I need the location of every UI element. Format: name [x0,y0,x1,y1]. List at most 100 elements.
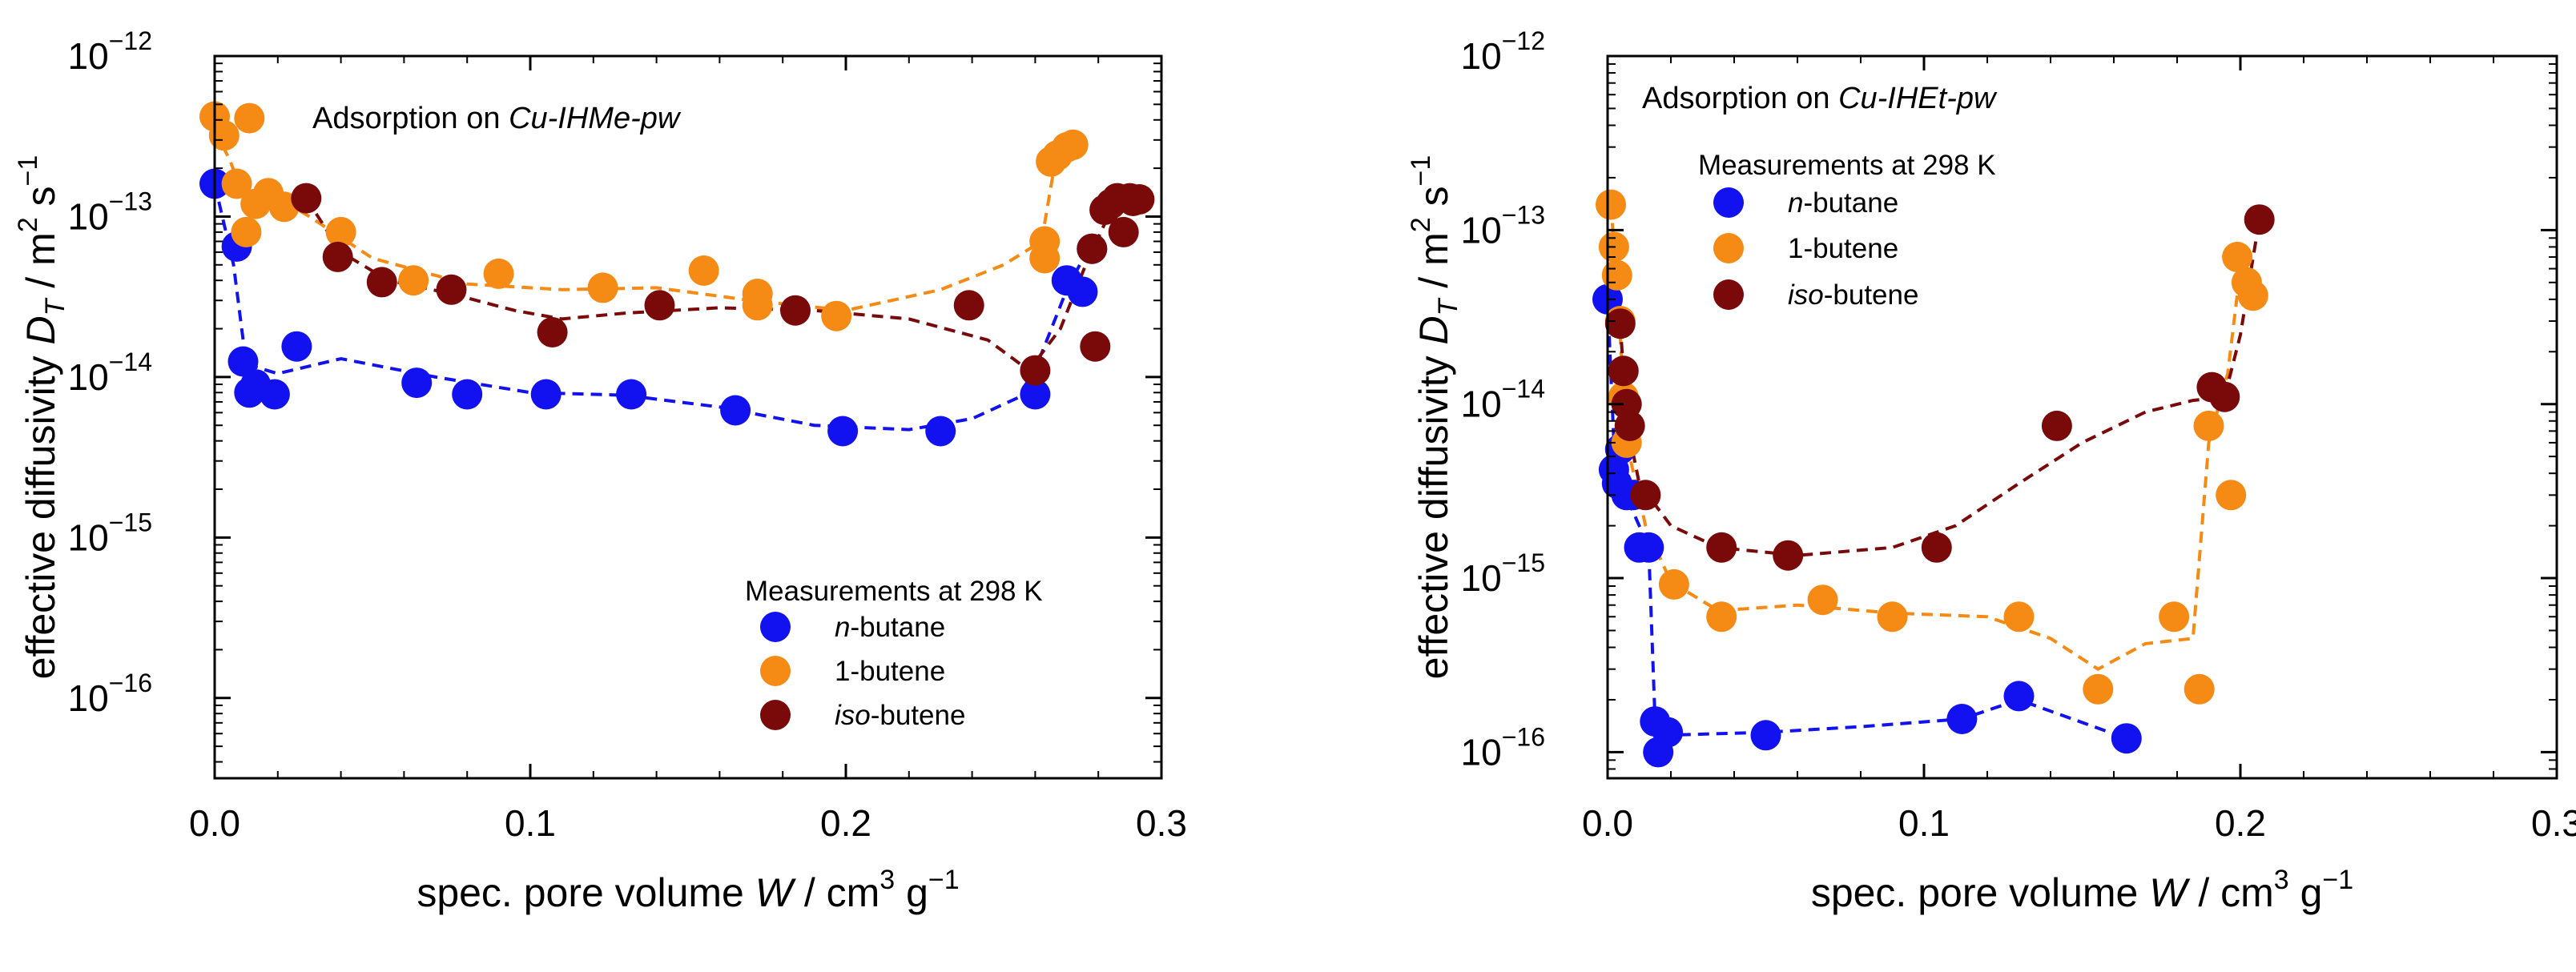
x-label-sup: 3 [2274,865,2289,895]
legend-label-italic: n [835,612,850,643]
y-tick-exponent: −12 [1502,26,1545,55]
y-tick-base: 10 [1461,209,1502,251]
y-label-sub: T [40,297,70,315]
y-label-units: / m [18,232,63,299]
data-point-n_butane [281,331,312,362]
y-label-sup2: −1 [1406,155,1436,187]
data-point-iso_butene [1773,540,1804,571]
legend-marker-1_butene [760,656,791,686]
legend-marker-1_butene [1713,233,1744,263]
x-label-units2: g [2289,870,2323,915]
legend-title: Measurements at 298 K [745,576,1043,607]
chart-panel-left: 0.0 0.1 0.2 0.310−1610−1510−1410−1310−12spe… [13,26,1187,915]
y-label-text: effective diffusivity [1411,345,1456,680]
legend-marker-iso_butene [760,700,791,730]
series-curve-iso_butene [304,197,1131,373]
data-point-n_butane [452,379,483,410]
data-point-n_butane [1652,717,1684,748]
data-point-iso_butene [1921,532,1952,563]
data-point-1_butene [208,120,239,151]
y-tick-base: 10 [68,677,109,719]
data-point-1_butene [234,102,265,134]
annotation-material: Cu-IHMe-pw [509,102,682,135]
y-tick-exponent: −12 [109,26,152,55]
legend-marker-iso_butene [1713,279,1744,310]
data-point-n_butane [925,416,956,447]
annotation-prefix: Adsorption on [1642,82,1838,115]
y-axis-label: effective diffusivity DT / m2 s−1 [13,155,70,680]
y-label-sup: 2 [1406,217,1436,232]
y-tick-exponent: −13 [109,187,152,215]
data-point-n_butane [401,368,433,399]
data-point-1_butene [2222,242,2253,272]
data-point-1_butene [1807,584,1838,616]
data-point-iso_butene [1077,233,1108,264]
data-point-1_butene [1596,189,1626,220]
data-point-iso_butene [1614,410,1645,441]
y-label-units2: s [1411,186,1456,217]
plot-frame [213,54,1163,780]
data-point-iso_butene [322,241,353,272]
data-point-iso_butene [436,274,467,305]
y-tick-base: 10 [68,516,109,558]
data-point-iso_butene [366,267,397,298]
y-label-text: effective diffusivity [18,345,63,680]
data-point-n_butane [530,379,561,410]
x-label-text: spec. pore volume [417,870,755,915]
x-tick-label: 0.1 [505,802,556,844]
x-tick-label: 0.2 [820,802,871,844]
legend-label-rest: 1-butene [835,656,945,687]
x-label-var: W [2149,870,2191,915]
y-label-sup: 2 [13,217,43,232]
y-tick-exponent: −15 [1502,548,1545,577]
x-tick-label: 0.3 [2531,802,2576,844]
y-tick-label: 10−12 [1461,26,1545,77]
data-point-1_butene [1057,129,1089,160]
data-point-iso_butene [1706,532,1737,563]
x-tick-label: 0.0 [189,802,240,844]
data-point-n_butane [616,379,647,410]
data-point-iso_butene [1124,184,1155,215]
legend-label-rest: -butene [1824,279,1919,311]
y-label-sub: T [1433,297,1463,315]
data-point-1_butene [2193,410,2224,441]
y-tick-base: 10 [68,195,109,237]
data-point-1_butene [1877,601,1908,633]
x-label-text: spec. pore volume [1811,870,2149,915]
x-label-sup: 3 [879,865,895,895]
data-point-1_butene [221,168,252,199]
y-label-sup2: −1 [13,155,43,187]
series-curve-1_butene [1609,204,2255,672]
data-point-iso_butene [2209,381,2240,412]
data-point-n_butane [2003,681,2035,712]
y-tick-base: 10 [68,35,109,77]
data-point-iso_butene [2244,204,2275,235]
legend-label-iso_butene: iso-butene [1788,279,1918,311]
x-axis-label: spec. pore volume W / cm3 g−1 [417,865,959,915]
y-label-units: / m [1411,232,1456,299]
data-point-1_butene [483,258,514,289]
data-point-1_butene [2159,601,2190,633]
data-point-iso_butene [291,183,322,214]
data-point-1_butene [1706,601,1737,633]
data-point-iso_butene [2041,410,2072,441]
y-tick-exponent: −14 [1502,375,1545,404]
data-point-iso_butene [1108,216,1139,247]
y-tick-label: 10−15 [1461,548,1545,599]
y-tick-base: 10 [1461,557,1502,599]
legend-label-1_butene: 1-butene [1788,233,1898,264]
data-point-iso_butene [537,317,568,347]
chart-annotation: Adsorption on Cu-IHMe-pw [312,102,682,135]
data-point-iso_butene [953,290,984,321]
data-point-1_butene [231,216,262,247]
data-point-1_butene [821,300,852,331]
annotation-prefix: Adsorption on [312,102,509,135]
data-point-n_butane [1946,704,1978,734]
legend-label-n_butane: n-butane [1788,187,1898,219]
data-point-n_butane [259,379,290,410]
x-tick-label: 0.3 [1136,802,1187,844]
x-label-units: / cm [793,870,879,915]
x-tick-label: 0.1 [1898,802,1950,844]
y-label-var: D [1411,315,1456,344]
